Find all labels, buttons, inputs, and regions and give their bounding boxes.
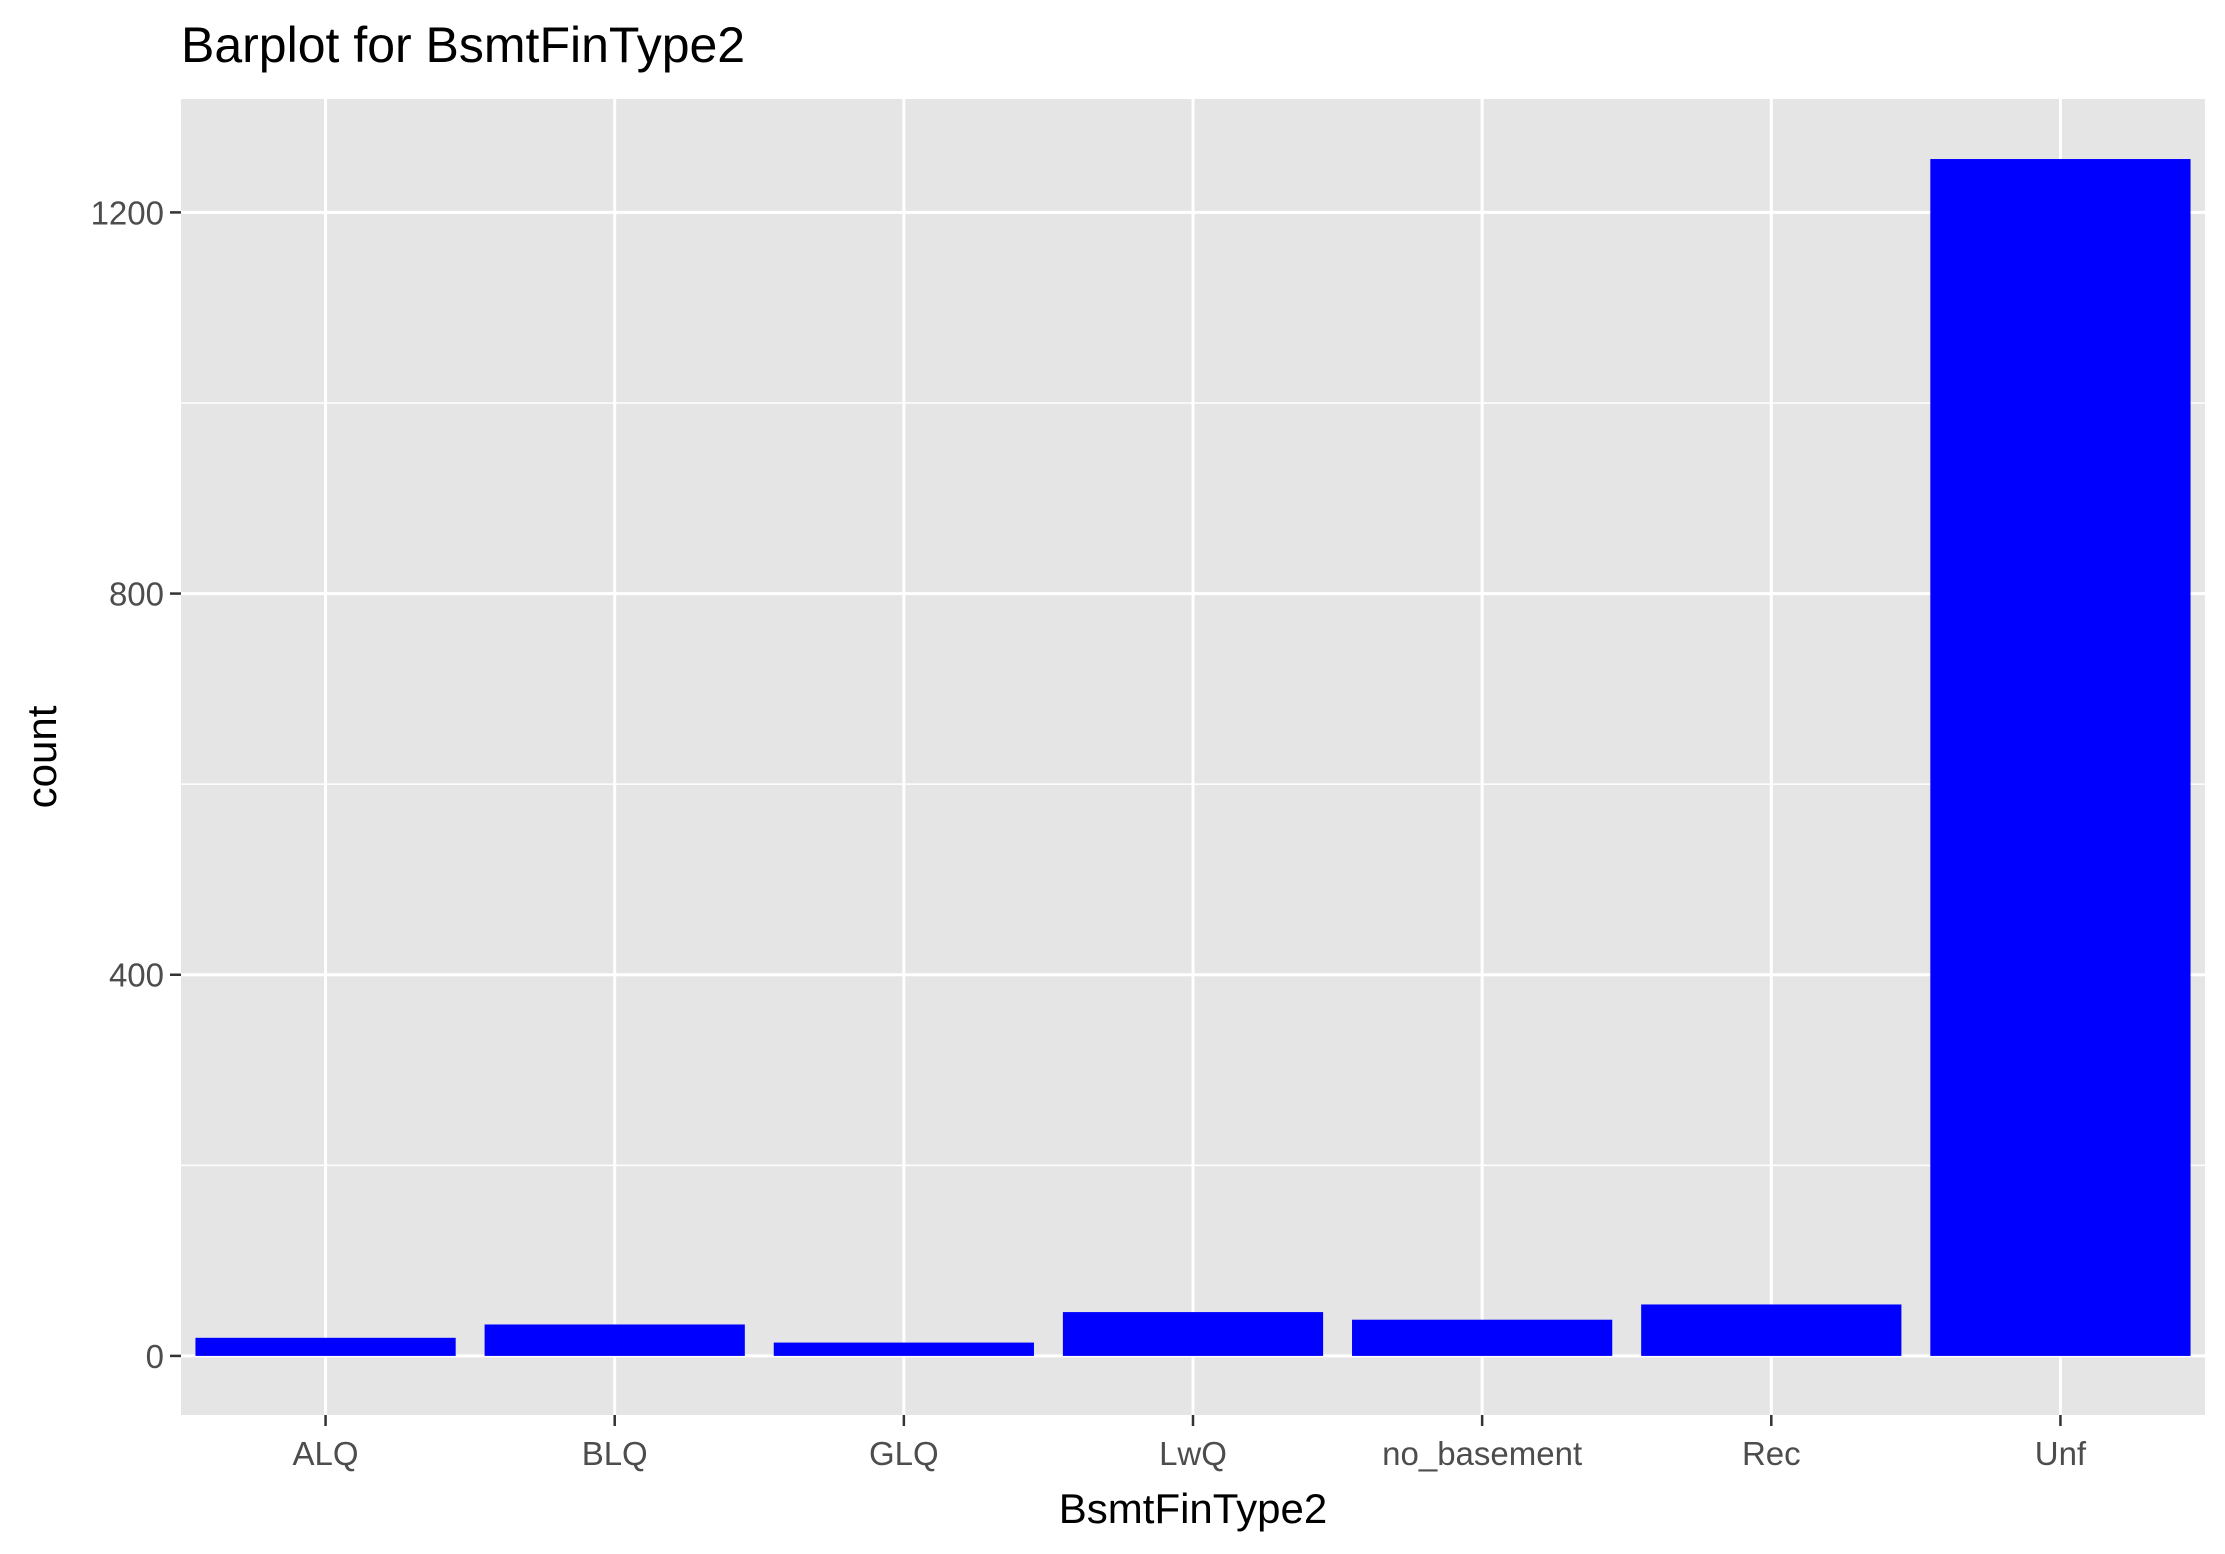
y-tick-label: 400	[109, 957, 164, 994]
chart-title: Barplot for BsmtFinType2	[181, 17, 745, 73]
y-tick-label: 0	[146, 1338, 164, 1375]
y-tick-label: 1200	[91, 194, 164, 231]
bar-glq	[773, 1342, 1034, 1356]
x-tick-label-unf: Unf	[2035, 1435, 2087, 1472]
bar-alq	[195, 1337, 456, 1356]
bars	[195, 159, 2191, 1356]
x-tick-label-rec: Rec	[1742, 1435, 1801, 1472]
x-tick-label-glq: GLQ	[869, 1435, 939, 1472]
bar-unf	[1930, 159, 2191, 1356]
x-axis-title: BsmtFinType2	[1059, 1485, 1327, 1532]
axes: 0 400 800 1200 ALQ BLQ GLQ LwQ no_basement Rec Unf	[91, 194, 2087, 1472]
bar-lwq	[1062, 1312, 1324, 1356]
x-tick-label-blq: BLQ	[582, 1435, 648, 1472]
bar-rec	[1641, 1304, 1902, 1356]
bar-no-basement	[1352, 1319, 1613, 1356]
x-tick-label-no-basement: no_basement	[1382, 1435, 1582, 1472]
y-tick-label: 800	[109, 576, 164, 613]
x-tick-label-alq: ALQ	[293, 1435, 359, 1472]
x-tick-label-lwq: LwQ	[1159, 1435, 1227, 1472]
y-axis-title: count	[18, 705, 65, 808]
bar-blq	[484, 1324, 745, 1356]
